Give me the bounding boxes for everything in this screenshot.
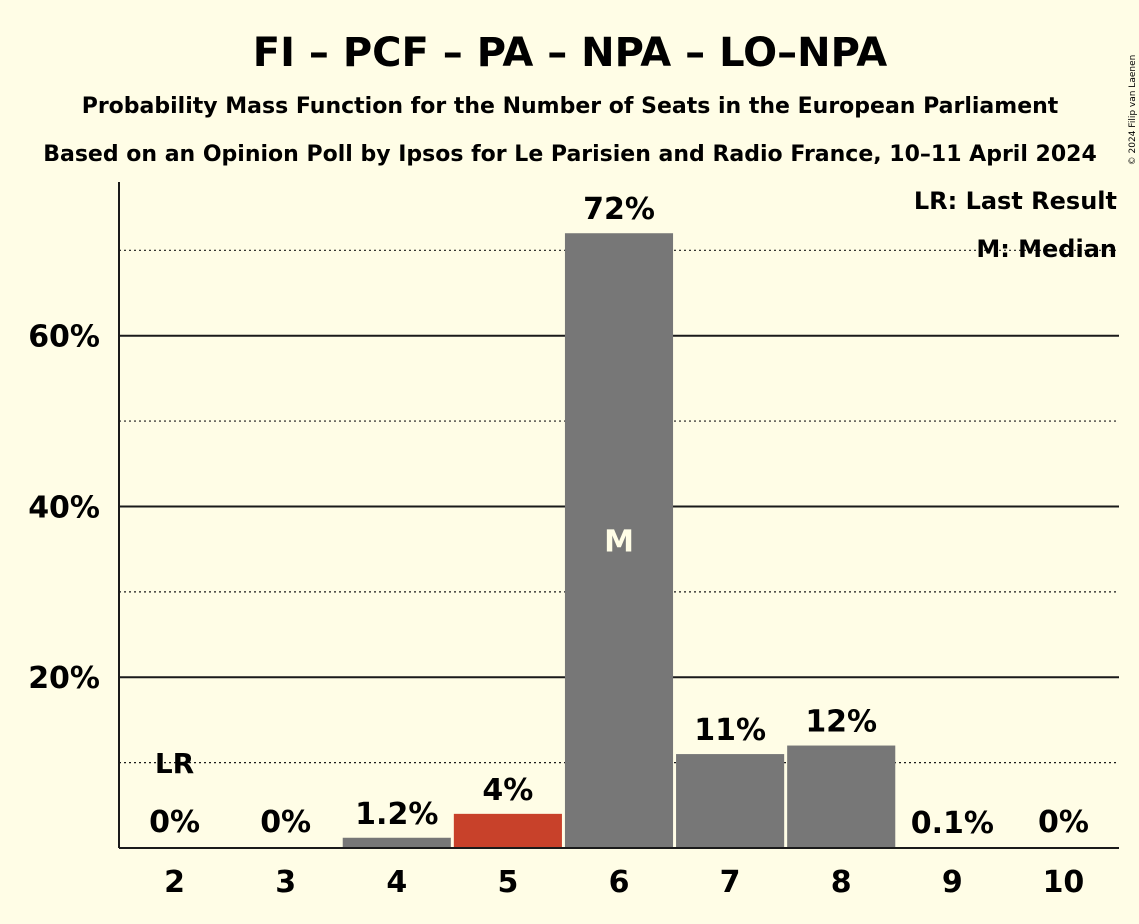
median-marker: M: [604, 525, 634, 560]
value-label-3: 0%: [260, 805, 311, 840]
chart-title: FI – PCF – PA – NPA – LO–NPA: [253, 30, 887, 76]
copyright-notice: © 2024 Filip van Laenen: [1128, 55, 1138, 166]
chart-subtitle-2: Based on an Opinion Poll by Ipsos for Le…: [43, 142, 1097, 167]
value-label-4: 1.2%: [355, 797, 438, 832]
y-tick-label-40: 40%: [28, 490, 100, 525]
value-label-2: 0%: [149, 805, 200, 840]
x-tick-label-4: 4: [386, 865, 407, 900]
y-tick-label-20: 20%: [28, 661, 100, 696]
value-label-10: 0%: [1038, 805, 1089, 840]
x-tick-label-5: 5: [497, 865, 518, 900]
bar-7: [676, 754, 785, 848]
x-tick-label-10: 10: [1043, 865, 1085, 900]
value-label-6: 72%: [583, 192, 655, 227]
value-label-9: 0.1%: [911, 806, 994, 841]
x-tick-label-8: 8: [831, 865, 852, 900]
value-label-5: 4%: [482, 773, 533, 808]
x-tick-label-9: 9: [942, 865, 963, 900]
x-tick-label-7: 7: [720, 865, 741, 900]
x-tick-label-6: 6: [609, 865, 630, 900]
labels-group: 0% 2 LR 0% 3 1.2% 4 4% 5 72% 6 M 11% 7 12% 8 0.1% 9 0% 10: [149, 192, 1089, 900]
bar-6: [564, 233, 674, 848]
x-tick-label-2: 2: [164, 865, 185, 900]
bar-8: [787, 745, 896, 848]
value-label-8: 12%: [805, 705, 877, 740]
bar-4: [342, 837, 451, 848]
legend-median: M: Median: [976, 235, 1117, 263]
chart-subtitle-1: Probability Mass Function for the Number…: [82, 94, 1059, 119]
value-label-7: 11%: [694, 713, 766, 748]
legend-last-result: LR: Last Result: [914, 187, 1117, 215]
bars-group: [342, 233, 1007, 848]
bar-5: [453, 813, 562, 848]
x-tick-label-3: 3: [275, 865, 296, 900]
y-tick-label-60: 60%: [28, 320, 100, 355]
last-result-marker: LR: [155, 747, 194, 780]
